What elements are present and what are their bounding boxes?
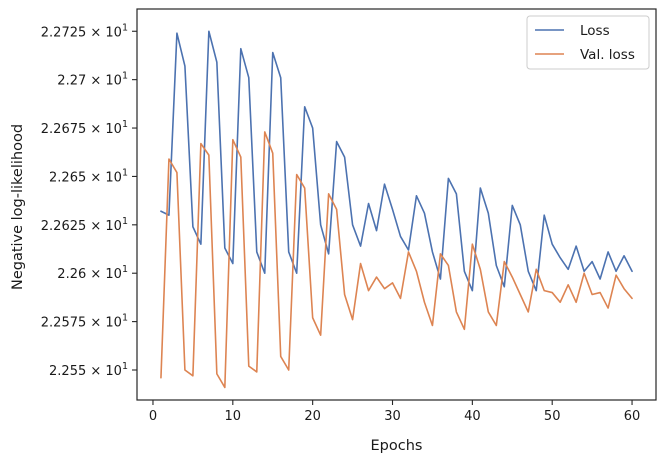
x-tick-label: 40 — [464, 409, 481, 424]
y-tick-label: 2.2625 × 101 — [41, 216, 128, 234]
x-tick-label: 30 — [384, 409, 401, 424]
series-line-val-loss — [160, 131, 633, 389]
y-tick-label: 2.255 × 101 — [49, 361, 128, 379]
x-tick-label: 50 — [544, 409, 561, 424]
y-tick-label: 2.27 × 101 — [57, 71, 128, 89]
x-tick-label: 10 — [225, 409, 242, 424]
y-axis-label: Negative log-likelihood — [10, 124, 26, 290]
x-tick-label: 20 — [304, 409, 321, 424]
legend: Loss Val. loss — [526, 15, 650, 70]
y-tick-label: 2.2725 × 101 — [41, 22, 128, 40]
x-axis-label: Epochs — [371, 438, 423, 454]
plot-frame — [136, 8, 657, 401]
y-axis-ticks: 2.255 × 101 2.2575 × 101 2.26 × 101 2.2625 … — [41, 22, 137, 379]
x-tick-label: 60 — [624, 409, 641, 424]
y-tick-label: 2.265 × 101 — [49, 167, 128, 185]
x-tick-label: 0 — [149, 409, 157, 424]
series-line-loss — [160, 30, 633, 292]
legend-label-loss: Loss — [580, 23, 610, 39]
y-tick-label: 2.2575 × 101 — [41, 313, 128, 331]
y-tick-label: 2.26 × 101 — [57, 264, 128, 282]
x-axis-ticks: 0 10 20 30 40 50 60 — [149, 400, 640, 424]
series-layer — [160, 30, 633, 389]
y-tick-label: 2.2675 × 101 — [41, 119, 128, 137]
legend-label-val-loss: Val. loss — [580, 47, 635, 63]
